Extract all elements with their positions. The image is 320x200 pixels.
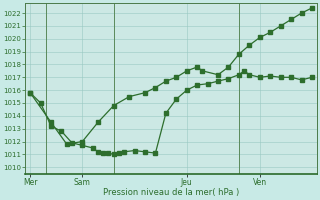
X-axis label: Pression niveau de la mer( hPa ): Pression niveau de la mer( hPa ) [103,188,239,197]
